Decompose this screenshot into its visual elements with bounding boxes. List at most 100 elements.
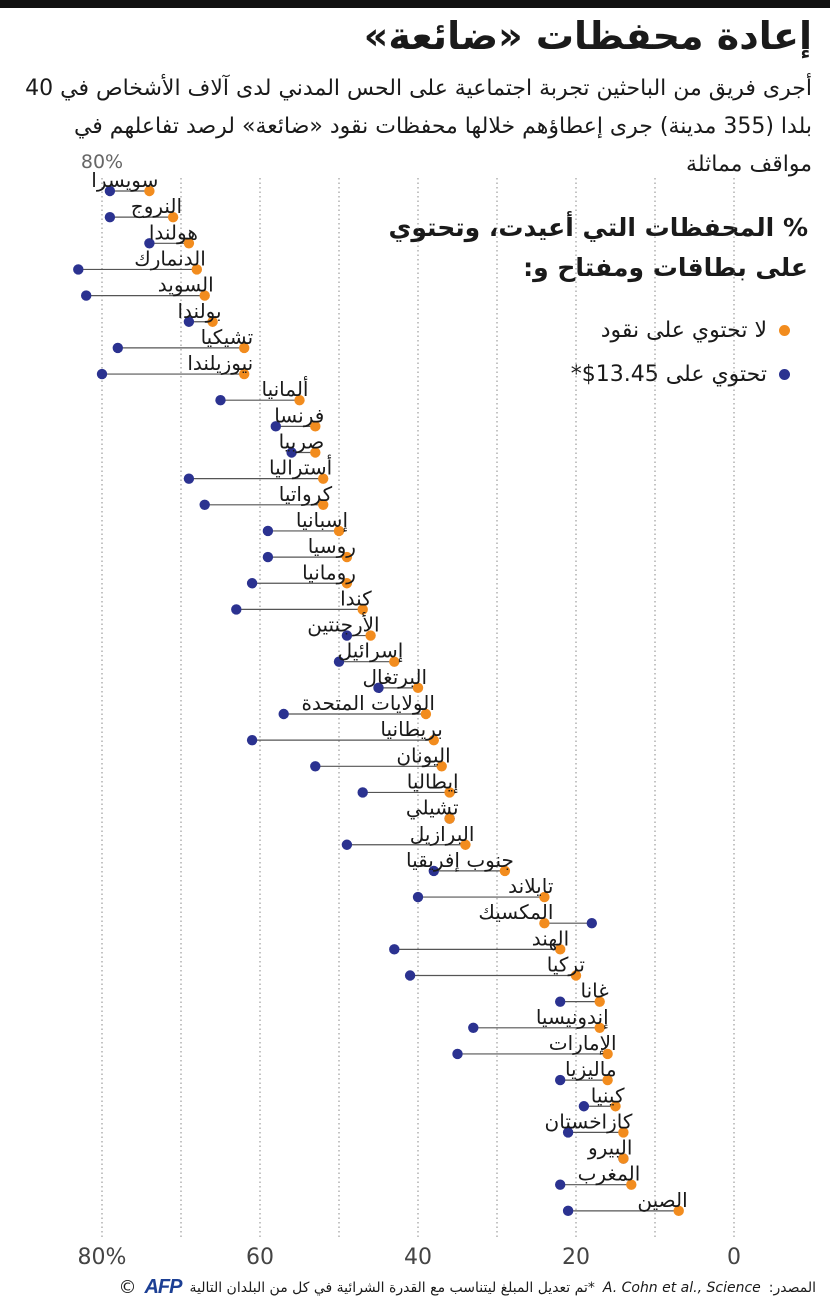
with-money-point <box>215 395 226 406</box>
with-money-point <box>278 708 289 720</box>
source-citation: A. Cohn et al., Science <box>602 1279 761 1296</box>
no-money-point <box>626 1179 637 1190</box>
country-label: تشيكيا <box>201 325 254 349</box>
chart-subtitle: أجرى فريق من الباحثين تجربة اجتماعية على… <box>25 76 812 177</box>
no-money-point <box>499 865 511 877</box>
country-label: البيرو <box>587 1136 632 1160</box>
country-label: كندا <box>340 586 372 610</box>
country-label: نيوزيلندا <box>187 351 253 375</box>
no-money-point <box>357 604 368 615</box>
no-money-point <box>420 708 432 720</box>
country-label: السويد <box>158 273 214 297</box>
x-tick-label: 20 <box>562 1245 590 1270</box>
x-tick-label: 40 <box>404 1245 432 1270</box>
with-money-point <box>286 447 297 458</box>
country-label: غانا <box>580 979 608 1003</box>
no-money-point <box>318 473 329 484</box>
country-label: كرواتيا <box>279 482 333 506</box>
no-money-point <box>191 264 202 275</box>
country-label: إسرائيل <box>338 639 404 664</box>
country-label: بريطانيا <box>380 717 442 741</box>
no-money-point <box>239 368 250 380</box>
no-money-point <box>673 1205 684 1217</box>
country-label: الهند <box>532 926 569 950</box>
no-money-point <box>294 395 305 406</box>
afp-logo: AFP <box>144 1276 182 1298</box>
no-money-point <box>333 525 345 537</box>
country-label: الصين <box>637 1188 687 1212</box>
no-money-point <box>570 970 582 981</box>
with-money-point <box>262 525 274 537</box>
no-money-point <box>594 996 605 1007</box>
no-money-point <box>444 787 455 798</box>
no-money-point <box>555 944 566 955</box>
no-money-point <box>389 656 400 667</box>
no-money-point <box>199 290 210 301</box>
country-label: الدنمارك <box>134 246 206 270</box>
legend-title: % المحفظات التي أعيدت، وتحتوي على بطاقات… <box>388 213 808 282</box>
no-money-point <box>207 316 218 327</box>
country-label: النروج <box>131 194 182 218</box>
no-money-point <box>610 1101 621 1112</box>
with-money-point <box>183 316 195 327</box>
country-label: إسبانيا <box>296 508 348 533</box>
country-label: روسيا <box>308 534 356 558</box>
footer: المصدر: A. Cohn et al., Science *تم تعدي… <box>14 1276 816 1299</box>
with-money-point <box>96 368 108 380</box>
no-money-point <box>539 918 550 929</box>
x-tick-label: 80% <box>78 1245 127 1270</box>
with-money-point <box>246 734 258 746</box>
no-money-point <box>594 1022 605 1033</box>
with-money-point <box>389 944 400 955</box>
no-money-point <box>539 891 550 903</box>
country-label: اليونان <box>396 743 450 767</box>
country-label: الأرجنتين <box>307 613 379 637</box>
copyright-icon: © <box>118 1277 137 1298</box>
no-money-point <box>436 761 447 772</box>
with-money-point <box>270 421 281 432</box>
country-label: تشيلي <box>406 796 459 821</box>
country-label: كينيا <box>591 1083 625 1107</box>
no-money-point <box>310 421 321 432</box>
no-money-point <box>428 734 439 746</box>
country-label: الإمارات <box>549 1031 617 1055</box>
no-money-point <box>167 211 179 223</box>
with-money-point <box>373 682 384 694</box>
country-label: المكسيك <box>478 900 553 924</box>
with-money-point <box>555 1179 566 1190</box>
country-label: الولايات المتحدة <box>302 691 435 715</box>
with-money-point <box>428 865 439 877</box>
no-money-point <box>602 1074 613 1086</box>
footnote: *تم تعديل المبلغ ليتناسب مع القدرة الشرا… <box>189 1279 595 1296</box>
no-money-point <box>341 578 353 589</box>
with-money-point <box>104 211 116 223</box>
country-label: بولندا <box>178 299 222 323</box>
legend-item-with-money: تحتوي على 13.45$* <box>571 362 790 387</box>
with-money-point <box>562 1127 574 1138</box>
country-label: سويسرا <box>91 168 158 192</box>
source-label: المصدر: <box>768 1279 816 1296</box>
with-money-point <box>81 290 92 301</box>
navy-dot-icon <box>779 369 790 380</box>
orange-dot-icon <box>779 325 790 336</box>
country-label: البرازيل <box>410 822 475 846</box>
legend-item-no-money: لا تحتوي على نقود <box>601 318 790 343</box>
legend-label-with-money: تحتوي على 13.45$* <box>570 362 767 387</box>
x-tick-label: 0 <box>727 1245 741 1270</box>
country-label: البرتغال <box>362 665 427 689</box>
country-label: كازاخستان <box>545 1109 633 1133</box>
with-money-point <box>578 1101 590 1112</box>
with-money-point <box>183 473 195 484</box>
country-label: إيطاليا <box>407 769 459 794</box>
no-money-point <box>444 813 455 824</box>
no-money-point <box>412 682 424 694</box>
with-money-point <box>231 604 242 615</box>
no-money-point <box>460 839 471 850</box>
with-money-point <box>333 656 345 667</box>
country-label: فرنسا <box>274 403 324 427</box>
country-label: رومانيا <box>302 560 356 584</box>
top-bar <box>0 0 830 8</box>
with-money-point <box>341 839 353 850</box>
with-money-point <box>341 630 353 641</box>
